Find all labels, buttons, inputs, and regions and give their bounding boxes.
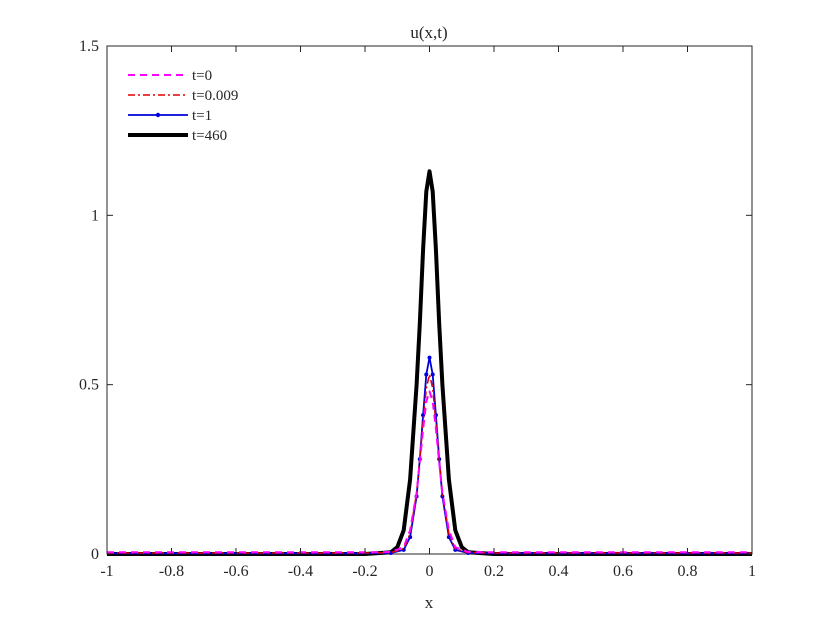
x-tick-label: -0.4 bbox=[288, 563, 313, 580]
x-tick-label: 1 bbox=[748, 563, 756, 580]
y-tick-label: 0 bbox=[91, 546, 99, 563]
x-tick-label: 0.8 bbox=[678, 563, 698, 580]
plot-area: -1 -0.8 -0.6 -0.4 -0.2 0 0.2 0.4 0.6 0.8 1 0 0.5 1 1.5 bbox=[79, 38, 756, 580]
x-tick-label: 0 bbox=[426, 563, 434, 580]
x-axis-label: x bbox=[425, 593, 434, 612]
series-line-3 bbox=[107, 169, 752, 556]
x-tick-label: -0.2 bbox=[352, 563, 377, 580]
series-point bbox=[427, 355, 432, 360]
x-tick-label: -0.6 bbox=[223, 563, 248, 580]
legend-label-1: t=0.009 bbox=[192, 88, 238, 104]
legend-label-0: t=0 bbox=[192, 68, 212, 84]
y-tick-label: 1 bbox=[91, 207, 99, 224]
series-point bbox=[430, 372, 435, 377]
series-layer bbox=[107, 169, 752, 556]
tick-layer: -1 -0.8 -0.6 -0.4 -0.2 0 0.2 0.4 0.6 0.8 1 0 0.5 1 1.5 bbox=[79, 38, 756, 580]
legend-label-3: t=460 bbox=[192, 128, 227, 144]
legend-marker bbox=[155, 112, 161, 118]
series-line-0 bbox=[107, 390, 752, 554]
y-tick-label: 1.5 bbox=[79, 38, 99, 55]
series-point bbox=[453, 547, 458, 552]
series-point bbox=[446, 535, 451, 540]
x-tick-label: -1 bbox=[100, 563, 113, 580]
legend-label-2: t=1 bbox=[192, 108, 212, 124]
series-point bbox=[424, 372, 429, 377]
chart-title: u(x,t) bbox=[410, 23, 447, 42]
x-tick-label: 0.2 bbox=[484, 563, 504, 580]
x-tick-label: 0.6 bbox=[613, 563, 633, 580]
legend: t=0 t=0.009 t=1 t=460 bbox=[128, 68, 238, 144]
x-tick-label: -0.8 bbox=[159, 563, 184, 580]
axes-box bbox=[106, 45, 753, 555]
x-tick-label: 0.4 bbox=[549, 563, 569, 580]
y-tick-label: 0.5 bbox=[79, 377, 99, 394]
